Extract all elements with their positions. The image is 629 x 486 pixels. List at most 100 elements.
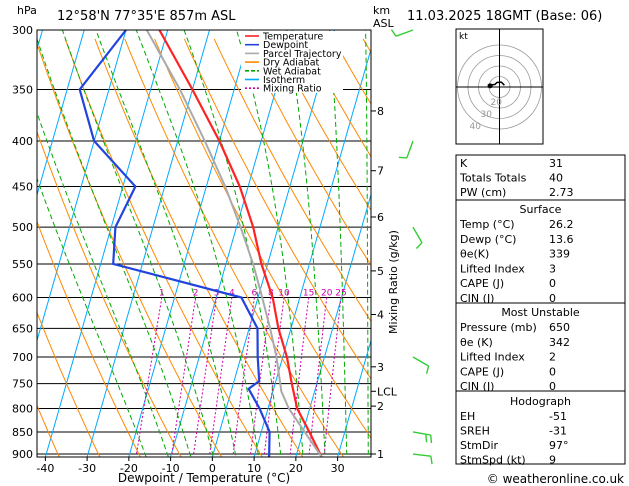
x-tick-label: -30 xyxy=(78,462,96,475)
x-tick-label: 10 xyxy=(247,462,261,475)
height-tick-label: LCL xyxy=(377,385,398,398)
wet-adiabat-line xyxy=(236,30,304,457)
hodograph-table-box xyxy=(455,390,626,465)
table-row-value: 97° xyxy=(549,439,569,452)
mixing-ratio-line xyxy=(171,297,197,455)
profile-lines xyxy=(78,30,323,457)
pressure-tick-label: 350 xyxy=(12,83,33,96)
mixing-ratio-label: 20 xyxy=(321,289,333,299)
x-tick-label: -40 xyxy=(36,462,54,475)
height-tick-label: 6 xyxy=(377,211,384,224)
wind-barb xyxy=(412,226,423,249)
wet-adiabat-line xyxy=(37,37,192,457)
table-row-label: Totals Totals xyxy=(459,172,527,185)
pressure-tick-label: 500 xyxy=(12,221,33,234)
table-row-label: Pressure (mb) xyxy=(460,321,537,334)
table-row-label: CAPE (J) xyxy=(460,365,504,378)
table-row-label: CAPE (J) xyxy=(460,277,504,290)
hodograph-ring-label: 40 xyxy=(470,122,482,132)
wet-adiabat-line xyxy=(365,30,369,457)
km-unit-label: km xyxy=(373,4,390,17)
wet-adiabat-line xyxy=(329,30,348,457)
pressure-tick-label: 750 xyxy=(12,378,33,391)
dry-adiabat-line xyxy=(37,220,141,457)
wet-adiabat-line xyxy=(183,30,282,457)
mixing-ratio-line xyxy=(193,297,217,455)
pressure-tick-label: 400 xyxy=(12,135,33,148)
table-row-label: Lifted Index xyxy=(460,351,525,364)
hpa-unit-label: hPa xyxy=(17,4,37,17)
dry-adiabat-line xyxy=(64,38,263,457)
pressure-tick-label: 850 xyxy=(12,426,33,439)
dry-adiabat-line xyxy=(154,38,371,439)
x-axis-title: Dewpoint / Temperature (°C) xyxy=(118,471,290,485)
table-row-value: 9 xyxy=(549,454,556,467)
dry-adiabat-line xyxy=(37,42,223,457)
mixing-ratio-line xyxy=(136,297,163,455)
table-row-value: 0 xyxy=(549,365,556,378)
mixing-ratio-line xyxy=(323,297,342,455)
mixing-ratio-label: 1 xyxy=(159,289,165,299)
table-row-value: 0 xyxy=(549,380,556,393)
wind-barbs xyxy=(390,29,433,465)
series-temperature xyxy=(158,30,323,457)
mixing-ratio-label: 25 xyxy=(335,289,346,299)
mixing-ratio-line xyxy=(209,297,233,455)
legend-entry: Mixing Ratio xyxy=(263,84,322,95)
dry-adiabat-line xyxy=(124,38,344,457)
wind-barb xyxy=(398,140,414,159)
table-row-label: Temp (°C) xyxy=(459,218,515,231)
x-tick-label: -10 xyxy=(162,462,180,475)
height-tick-label: 3 xyxy=(377,361,384,374)
table-row-value: 342 xyxy=(549,336,570,349)
mixing-ratio-label: 4 xyxy=(229,289,235,299)
pressure-tick-label: 450 xyxy=(12,180,33,193)
table-row-value: 650 xyxy=(549,321,570,334)
dry-adiabat-line xyxy=(243,38,371,267)
x-tick-label: 0 xyxy=(209,462,216,475)
hodograph-unit-label: kt xyxy=(459,32,468,42)
isotherm-line xyxy=(337,338,371,457)
table-row-label: Lifted Index xyxy=(460,262,525,275)
table-row-value: 40 xyxy=(549,172,563,185)
x-tick-label: 20 xyxy=(289,462,303,475)
table-row-value: 13.6 xyxy=(549,233,574,246)
dry-adiabat-line xyxy=(303,38,371,158)
legend-entry: Isotherm xyxy=(263,75,305,86)
height-tick-label: 5 xyxy=(377,265,384,278)
pressure-tick-label: 600 xyxy=(12,292,33,305)
legend-entry: Parcel Trajectory xyxy=(263,49,342,60)
wet-adiabat-line xyxy=(95,30,237,457)
table-row-label: θe(K) xyxy=(460,248,489,261)
table-row-value: 31 xyxy=(549,157,563,170)
pressure-tick-label: 900 xyxy=(12,448,33,461)
pressure-tick-label: 650 xyxy=(12,322,33,335)
series-dewpoint xyxy=(78,30,271,457)
table-section-title: Surface xyxy=(520,203,562,216)
wet-adiabat-line xyxy=(37,111,169,457)
wet-adiabat-line xyxy=(135,30,260,457)
height-tick-label: 1 xyxy=(377,448,384,461)
hodograph-ring-label: 20 xyxy=(491,98,503,108)
table-row-value: 2.73 xyxy=(549,186,574,199)
isotherm-line xyxy=(37,30,127,343)
series-parcel-trajectory xyxy=(145,30,323,457)
asl-unit-label: ASL xyxy=(373,17,395,30)
dry-adiabat-line xyxy=(213,38,371,323)
mixing-ratio-label: 15 xyxy=(303,289,314,299)
mixing-ratio-label: 10 xyxy=(278,289,290,299)
copyright-footer: © weatheronline.co.uk xyxy=(487,472,624,486)
table-row-value: -51 xyxy=(549,410,567,423)
x-tick-label: -20 xyxy=(120,462,138,475)
wind-barb xyxy=(412,356,430,374)
indices-box xyxy=(455,154,626,201)
table-row-value: 339 xyxy=(549,248,570,261)
wind-barb xyxy=(412,431,433,444)
table-row-label: θe (K) xyxy=(460,336,493,349)
isotherm-line xyxy=(253,47,371,457)
wet-adiabat-line xyxy=(37,177,147,457)
table-row-label: PW (cm) xyxy=(460,186,506,199)
diagram-grid: 1 2 3 4 6 8 10 15 20 25 xyxy=(37,30,371,457)
wet-adiabat-line xyxy=(286,30,326,457)
